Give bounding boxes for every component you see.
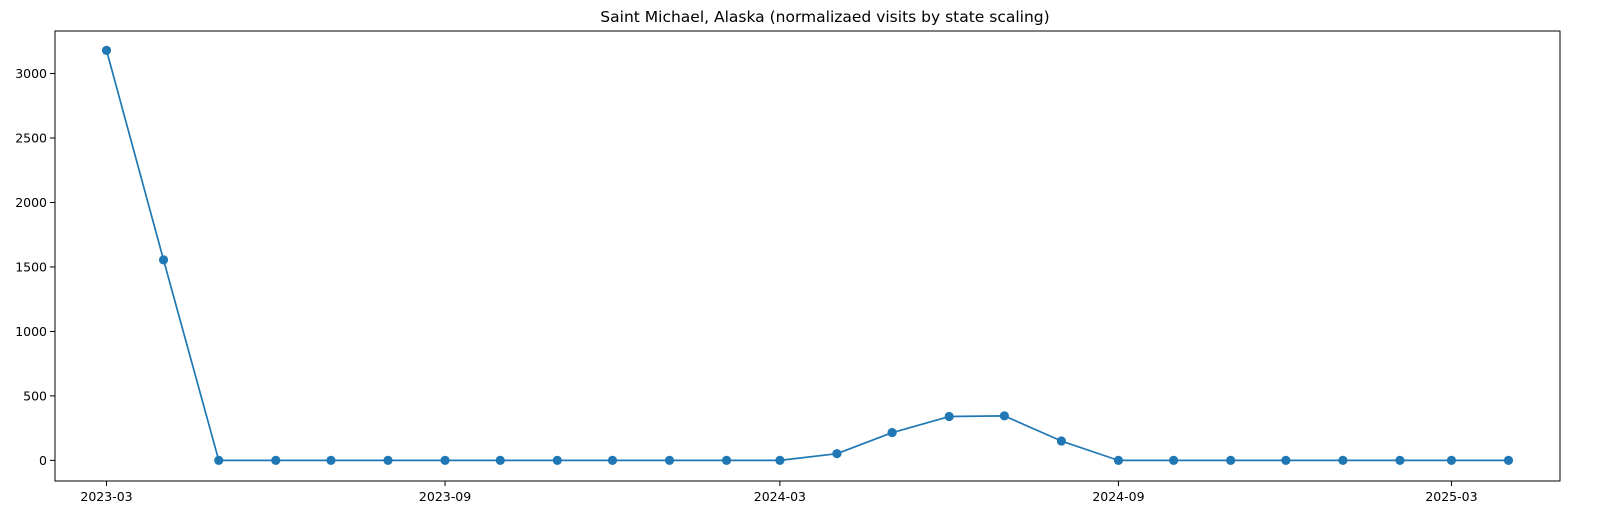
- y-tick-label: 1500: [15, 259, 47, 274]
- data-point: [214, 455, 224, 465]
- data-point: [495, 455, 505, 465]
- plot-area: [101, 45, 1514, 465]
- series-line: [105, 50, 1509, 462]
- x-tick-label: 2023-09: [419, 489, 471, 504]
- chart-title: Saint Michael, Alaska (normalizaed visit…: [600, 8, 1049, 26]
- data-point: [158, 255, 169, 265]
- x-tick-label: 2024-03: [754, 489, 806, 504]
- data-point: [1395, 455, 1405, 465]
- x-tick-label: 2023-03: [80, 489, 132, 504]
- data-point: [552, 455, 562, 465]
- data-point: [775, 455, 785, 465]
- y-axis: 0 500 1000 1500 2000 2500 3000: [15, 66, 55, 468]
- y-tick-label: 1000: [15, 324, 47, 339]
- data-point: [1113, 455, 1124, 465]
- data-point: [326, 455, 336, 465]
- data-point: [1503, 455, 1514, 465]
- data-point: [832, 449, 842, 459]
- y-tick-label: 3000: [15, 66, 47, 81]
- data-point: [383, 455, 393, 465]
- data-point: [1226, 455, 1236, 465]
- x-tick-label: 2024-09: [1092, 489, 1144, 504]
- data-point: [101, 45, 112, 55]
- data-point: [944, 411, 954, 422]
- data-point: [887, 428, 897, 438]
- data-point: [1338, 455, 1348, 465]
- y-tick-label: 0: [39, 453, 47, 468]
- y-tick-label: 2000: [15, 195, 47, 210]
- data-point: [999, 411, 1009, 421]
- data-point: [1056, 436, 1066, 446]
- y-tick-label: 500: [23, 388, 47, 403]
- data-point: [1169, 455, 1179, 465]
- data-point: [1281, 455, 1291, 465]
- data-point: [271, 455, 281, 465]
- y-tick-label: 2500: [15, 131, 47, 146]
- data-point: [607, 455, 618, 465]
- x-axis: 2023-03 2023-09 2024-03 2024-09 2025-03: [80, 481, 1478, 504]
- data-point: [721, 455, 732, 465]
- data-point: [664, 455, 675, 465]
- data-point: [1446, 455, 1457, 465]
- x-tick-label: 2025-03: [1425, 489, 1477, 504]
- axes-frame: [54, 30, 1561, 482]
- data-point: [440, 455, 450, 465]
